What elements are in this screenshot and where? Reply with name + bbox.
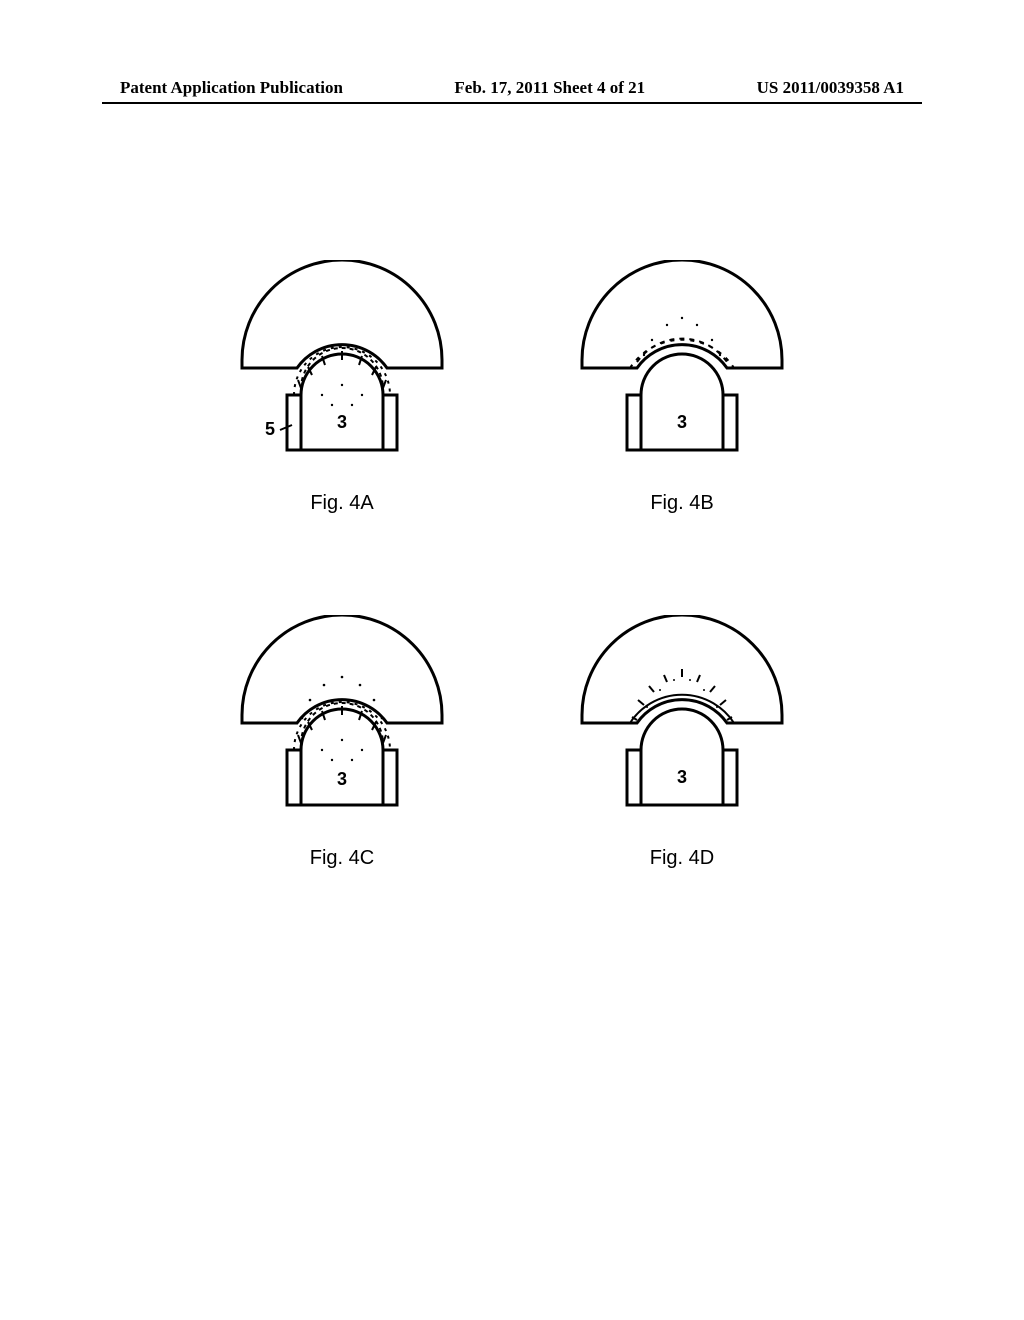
figure-4c-caption: Fig. 4C xyxy=(310,847,374,870)
figure-4d-svg: 3 xyxy=(552,615,812,835)
figure-4b: 3 Fig. 4B xyxy=(552,260,812,515)
figure-4d-caption: Fig. 4D xyxy=(650,847,714,870)
header-left: Patent Application Publication xyxy=(120,78,343,98)
figure-4a-svg: 3 5 xyxy=(212,260,472,480)
figure-4c: 3 Fig. 4C xyxy=(212,615,472,870)
figure-4b-svg: 3 xyxy=(552,260,812,480)
figures-container: 3 5 Fig. 4A xyxy=(0,260,1024,870)
svg-text:3: 3 xyxy=(337,769,347,789)
figure-4b-caption: Fig. 4B xyxy=(650,492,713,515)
header-center: Feb. 17, 2011 Sheet 4 of 21 xyxy=(454,78,645,98)
figure-4c-svg: 3 xyxy=(212,615,472,835)
svg-text:3: 3 xyxy=(677,767,687,787)
svg-text:5: 5 xyxy=(265,419,275,439)
svg-text:3: 3 xyxy=(677,412,687,432)
figure-4d: 3 Fig. 4D xyxy=(552,615,812,870)
figure-row-1: 3 5 Fig. 4A xyxy=(212,260,812,515)
page-header: Patent Application Publication Feb. 17, … xyxy=(0,78,1024,98)
figure-4a: 3 5 Fig. 4A xyxy=(212,260,472,515)
svg-text:3: 3 xyxy=(337,412,347,432)
figure-row-2: 3 Fig. 4C xyxy=(212,615,812,870)
header-right: US 2011/0039358 A1 xyxy=(757,78,904,98)
header-divider xyxy=(102,102,922,104)
figure-4a-caption: Fig. 4A xyxy=(310,492,373,515)
